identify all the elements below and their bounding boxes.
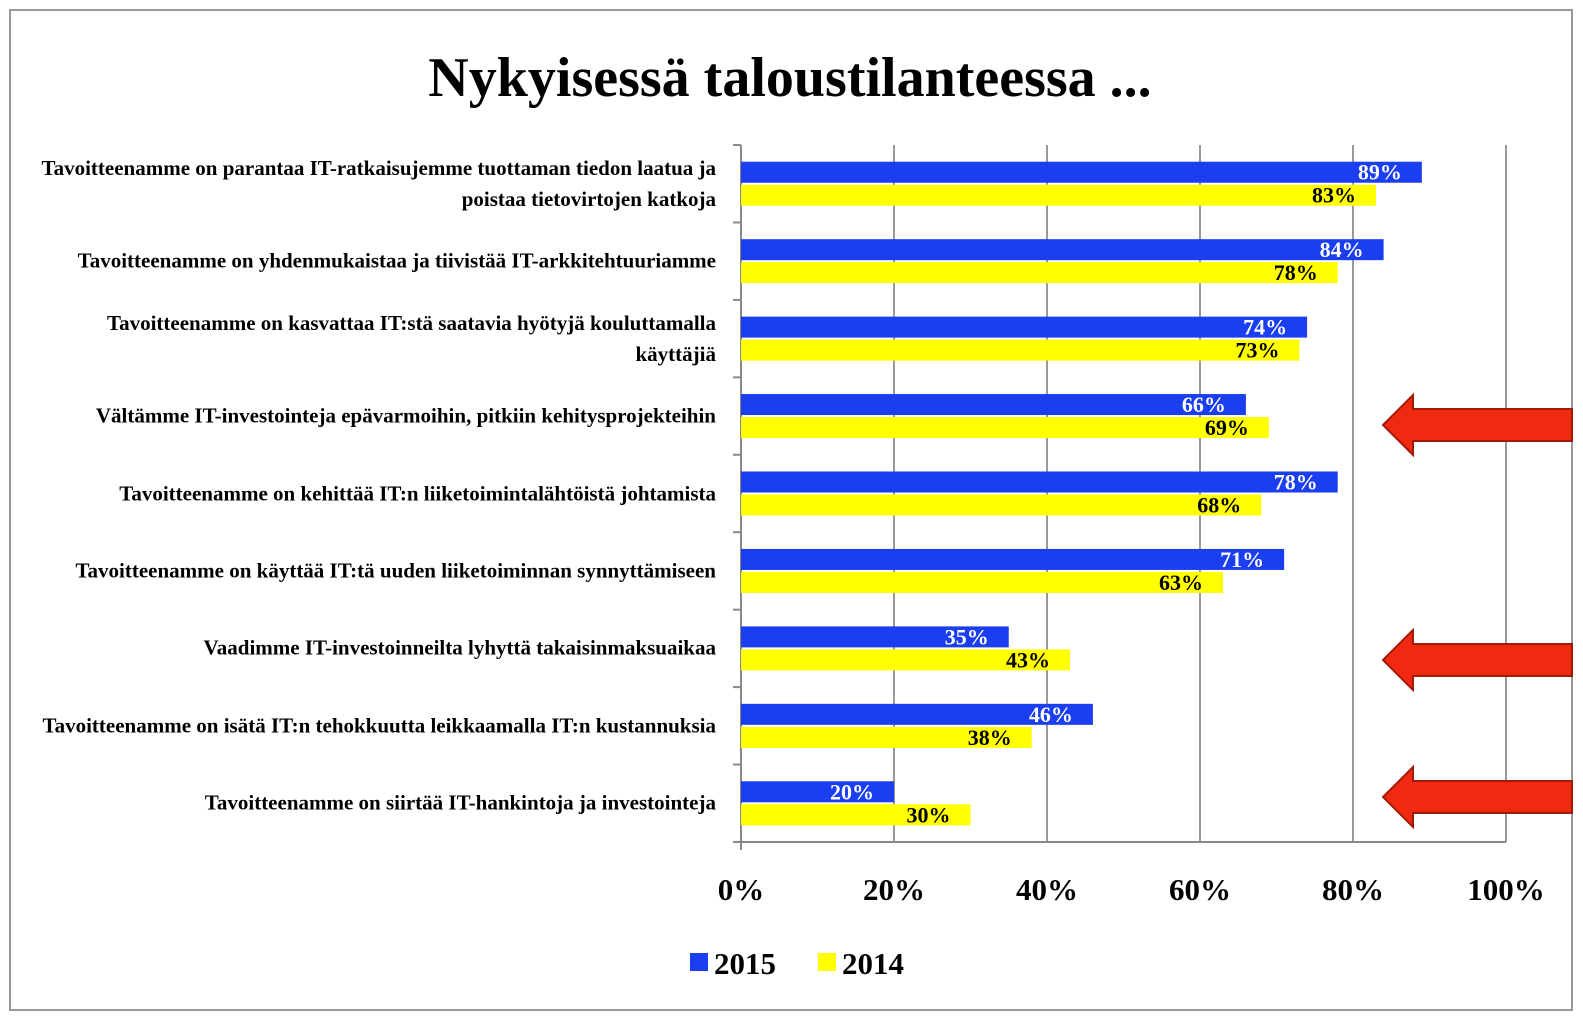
category-label: Tavoitteenamme on siirtää IT-hankintoja … bbox=[204, 790, 716, 815]
value-label: 43% bbox=[1006, 647, 1050, 672]
value-label: 84% bbox=[1320, 237, 1364, 262]
value-label: 74% bbox=[1243, 315, 1287, 340]
bar bbox=[741, 649, 1070, 671]
arrow bbox=[1381, 627, 1573, 693]
value-label: 20% bbox=[830, 779, 874, 804]
bar bbox=[741, 804, 971, 826]
bar bbox=[741, 417, 1269, 439]
value-label: 35% bbox=[945, 624, 989, 649]
category-label: Tavoitteenamme on yhdenmukaistaa ja tiiv… bbox=[77, 248, 716, 273]
bar bbox=[741, 494, 1262, 516]
legend-label: 2014 bbox=[842, 946, 904, 981]
value-label: 69% bbox=[1205, 415, 1249, 440]
x-tick-label: 80% bbox=[1322, 872, 1384, 907]
value-label: 68% bbox=[1197, 493, 1241, 518]
bar bbox=[741, 339, 1300, 361]
bar bbox=[741, 781, 894, 803]
value-label: 73% bbox=[1235, 338, 1279, 363]
bar bbox=[741, 726, 1032, 748]
value-label: 46% bbox=[1029, 702, 1073, 727]
value-label: 71% bbox=[1220, 547, 1264, 572]
category-label: Tavoitteenamme on parantaa IT-ratkaisuje… bbox=[41, 155, 716, 211]
category-label: Tavoitteenamme on kehittää IT:n liiketoi… bbox=[119, 481, 716, 505]
category-label: Vaadimme IT-investoinneilta lyhyttä taka… bbox=[203, 635, 716, 660]
bar bbox=[741, 471, 1338, 493]
bar bbox=[741, 394, 1246, 416]
chart-title: Nykyisessä taloustilanteessa ... bbox=[428, 47, 1151, 109]
category-label: Tavoitteenamme on käyttää IT:tä uuden li… bbox=[75, 558, 716, 583]
value-label: 78% bbox=[1274, 470, 1318, 495]
category-label: Tavoitteenamme on isätä IT:n tehokkuutta… bbox=[42, 713, 717, 738]
value-label: 38% bbox=[968, 725, 1012, 750]
x-tick-label: 0% bbox=[718, 872, 765, 907]
bar bbox=[741, 571, 1223, 593]
arrows bbox=[1381, 392, 1573, 830]
value-label: 63% bbox=[1159, 570, 1203, 595]
x-tick-label: 20% bbox=[863, 872, 925, 907]
bar bbox=[741, 703, 1093, 725]
legend-label: 2015 bbox=[714, 946, 776, 981]
value-label: 30% bbox=[907, 802, 951, 827]
frame bbox=[9, 9, 1573, 1011]
bar bbox=[741, 239, 1384, 261]
arrow bbox=[1381, 764, 1573, 830]
value-label: 66% bbox=[1182, 392, 1226, 417]
bar bbox=[741, 626, 1009, 648]
bar bbox=[741, 548, 1285, 570]
value-label: 89% bbox=[1358, 160, 1402, 185]
category-label: Tavoitteenamme on kasvattaa IT:stä saata… bbox=[106, 310, 716, 366]
category-label: Vältämme IT-investointeja epävarmoihin, … bbox=[95, 403, 716, 428]
arrow bbox=[1381, 392, 1573, 458]
legend-swatch bbox=[818, 953, 836, 971]
bar bbox=[741, 161, 1422, 183]
x-tick-label: 100% bbox=[1467, 872, 1545, 907]
value-label: 83% bbox=[1312, 183, 1356, 208]
x-tick-label: 60% bbox=[1169, 872, 1231, 907]
bar bbox=[741, 262, 1338, 284]
value-label: 78% bbox=[1274, 260, 1318, 285]
bar bbox=[741, 184, 1376, 206]
x-tick-label: 40% bbox=[1016, 872, 1078, 907]
legend-swatch bbox=[690, 953, 708, 971]
bar bbox=[741, 316, 1308, 338]
